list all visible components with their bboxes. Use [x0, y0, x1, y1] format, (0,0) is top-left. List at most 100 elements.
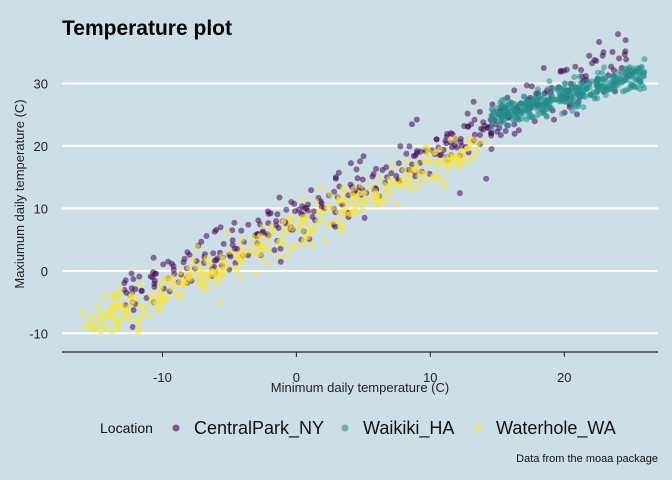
data-point — [406, 143, 413, 150]
data-point — [110, 296, 117, 303]
data-point — [466, 157, 472, 164]
data-point — [360, 190, 367, 197]
data-point — [456, 150, 463, 157]
data-point — [599, 52, 606, 59]
data-point — [265, 235, 272, 241]
data-point — [130, 276, 137, 283]
data-point — [150, 254, 157, 261]
y-axis-label: Maxiumum daily temperature (C) — [12, 99, 27, 288]
data-point — [280, 241, 287, 248]
data-point — [190, 257, 197, 264]
data-point — [103, 310, 110, 317]
data-point — [471, 116, 478, 123]
data-point — [213, 279, 220, 286]
legend-label-CentralPark_NY: CentralPark_NY — [194, 418, 324, 439]
data-point — [443, 140, 450, 147]
data-point — [136, 281, 143, 288]
data-point — [135, 329, 142, 336]
data-point — [623, 56, 630, 63]
data-point — [122, 277, 129, 284]
data-point — [502, 128, 509, 134]
data-point — [571, 74, 578, 80]
data-point — [489, 101, 496, 108]
data-point — [594, 95, 601, 102]
data-point — [493, 115, 500, 122]
data-point — [160, 261, 167, 268]
data-point — [412, 167, 419, 174]
data-point — [79, 310, 86, 317]
data-point — [283, 252, 290, 259]
data-point — [433, 136, 440, 143]
data-point — [424, 150, 431, 157]
data-point — [615, 31, 621, 38]
data-point — [388, 170, 395, 177]
data-point — [317, 208, 324, 215]
data-point — [238, 227, 245, 234]
data-point — [126, 314, 133, 321]
data-point — [527, 111, 534, 118]
data-point — [298, 220, 305, 227]
data-point — [98, 329, 104, 336]
data-point — [578, 67, 585, 73]
data-point — [299, 227, 306, 234]
data-point — [159, 276, 166, 283]
data-point — [502, 102, 509, 108]
data-point — [214, 255, 221, 262]
data-point — [542, 98, 549, 105]
data-point — [471, 136, 478, 143]
data-point — [302, 220, 309, 227]
data-point — [148, 292, 154, 299]
data-point — [436, 146, 443, 153]
data-point — [551, 116, 557, 123]
data-point — [274, 211, 281, 218]
data-point — [620, 88, 626, 95]
data-point — [575, 91, 582, 98]
data-point — [335, 169, 342, 176]
data-point — [217, 224, 224, 231]
data-point — [184, 249, 191, 256]
data-point — [586, 81, 592, 88]
data-point — [556, 90, 563, 97]
data-point — [577, 80, 584, 87]
x-axis-ticks: -10 0 10 20 — [153, 352, 571, 385]
data-point — [177, 269, 184, 276]
data-point — [340, 211, 347, 218]
data-point — [308, 187, 315, 194]
data-point — [280, 229, 287, 236]
legend-title: Location — [100, 420, 153, 436]
data-point — [337, 223, 344, 230]
x-tick-label: -10 — [153, 370, 172, 385]
data-points — [79, 31, 648, 336]
data-point — [332, 223, 339, 230]
data-point — [303, 205, 310, 212]
data-point — [211, 269, 218, 276]
data-point — [111, 303, 118, 310]
data-point — [641, 85, 648, 92]
data-point — [329, 205, 336, 212]
data-point — [477, 132, 483, 138]
data-point — [168, 285, 175, 292]
y-tick-label: 30 — [34, 76, 48, 91]
data-point — [275, 253, 282, 260]
data-point — [101, 293, 108, 299]
data-point — [610, 86, 617, 93]
data-point — [604, 87, 611, 94]
data-point — [530, 104, 537, 111]
y-tick-label: 20 — [34, 139, 48, 154]
y-tick-label: 0 — [41, 264, 48, 279]
data-point — [622, 37, 629, 44]
data-point — [374, 195, 381, 202]
data-point — [534, 112, 541, 119]
data-point — [473, 147, 480, 154]
data-point — [227, 248, 234, 255]
data-point — [414, 184, 421, 191]
data-point — [498, 97, 505, 104]
data-point — [311, 224, 318, 231]
data-point — [569, 107, 576, 114]
data-point — [138, 288, 145, 294]
data-point — [464, 110, 471, 117]
data-point — [398, 179, 405, 186]
data-point — [594, 69, 601, 76]
data-point — [544, 106, 551, 113]
